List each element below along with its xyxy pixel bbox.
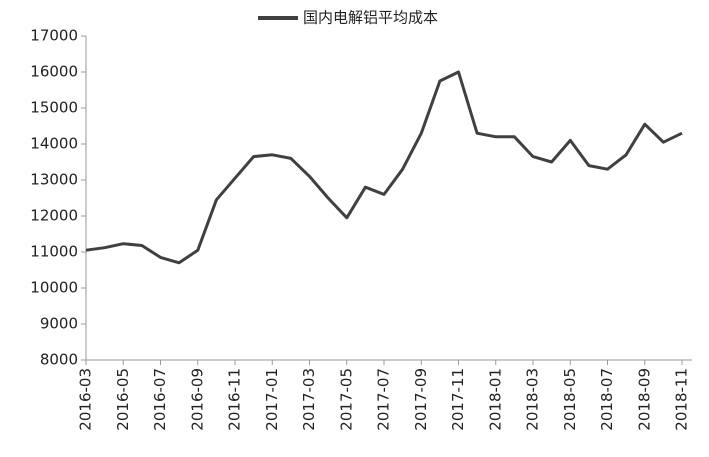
- x-tick-label: 2018-05: [561, 368, 579, 431]
- x-tick-label: 2016-05: [114, 368, 132, 431]
- x-tick-label: 2017-07: [375, 368, 393, 431]
- x-tick-label: 2018-09: [635, 368, 653, 431]
- y-tick-label: 14000: [30, 135, 78, 153]
- y-tick-label: 17000: [30, 27, 78, 45]
- y-tick-label: 13000: [30, 171, 78, 189]
- x-tick-label: 2017-03: [300, 368, 318, 431]
- x-tick-label: 2018-03: [524, 368, 542, 431]
- y-tick-label: 12000: [30, 207, 78, 225]
- x-tick-label: 2017-11: [449, 368, 467, 431]
- y-tick-label: 15000: [30, 99, 78, 117]
- x-tick-label: 2017-09: [412, 368, 430, 431]
- legend-label: 国内电解铝平均成本: [303, 9, 438, 27]
- x-tick-label: 2016-09: [188, 368, 206, 431]
- y-tick-label: 9000: [40, 315, 78, 333]
- x-tick-label: 2017-05: [337, 368, 355, 431]
- y-tick-label: 10000: [30, 279, 78, 297]
- x-tick-label: 2016-07: [151, 368, 169, 431]
- x-tick-label: 2018-11: [673, 368, 691, 431]
- y-tick-label: 11000: [30, 243, 78, 261]
- x-tick-label: 2018-01: [486, 368, 504, 431]
- y-tick-label: 16000: [30, 63, 78, 81]
- x-tick-label: 2017-01: [263, 368, 281, 431]
- x-tick-label: 2016-03: [77, 368, 95, 431]
- data-line: [85, 70, 683, 265]
- y-tick-label: 8000: [40, 351, 78, 369]
- x-tick-label: 2016-11: [226, 368, 244, 431]
- x-tick-label: 2018-07: [598, 368, 616, 431]
